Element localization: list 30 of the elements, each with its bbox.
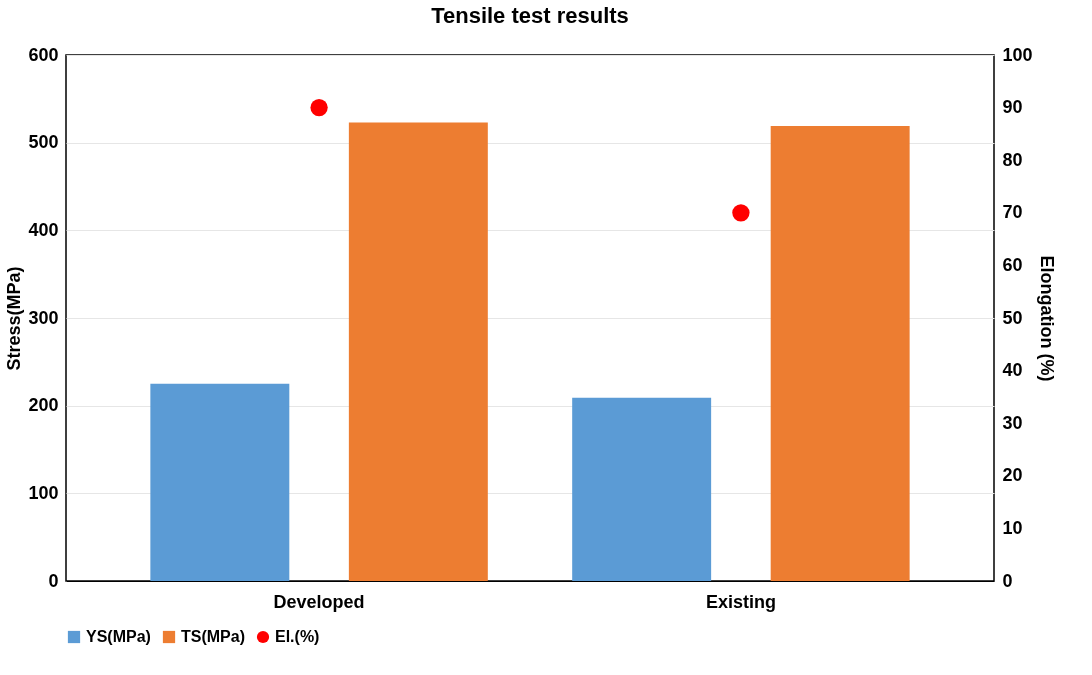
legend-label: El.(%) bbox=[275, 628, 320, 645]
legend-label: YS(MPa) bbox=[86, 628, 151, 645]
y2-tick-label: 90 bbox=[1002, 97, 1023, 118]
bar bbox=[770, 126, 910, 581]
y2-tick-label: 10 bbox=[1002, 517, 1023, 538]
x-tick-label: Existing bbox=[705, 591, 776, 612]
y-tick-label: 300 bbox=[28, 307, 59, 328]
y2-tick-label: 50 bbox=[1002, 307, 1023, 328]
x-tick-label: Developed bbox=[273, 591, 365, 612]
y2-tick-label: 70 bbox=[1002, 202, 1023, 223]
y2-tick-label: 20 bbox=[1002, 465, 1023, 486]
bar bbox=[348, 122, 488, 581]
y2-axis-title: Elongation (%) bbox=[1036, 255, 1057, 382]
bar bbox=[150, 383, 290, 581]
bar bbox=[572, 397, 712, 581]
y-tick-label: 0 bbox=[48, 570, 59, 591]
y-tick-label: 200 bbox=[28, 395, 59, 416]
y2-tick-label: 40 bbox=[1002, 360, 1023, 381]
y2-tick-label: 100 bbox=[1002, 44, 1033, 65]
y2-tick-label: 30 bbox=[1002, 412, 1023, 433]
y-tick-label: 600 bbox=[28, 44, 59, 65]
y2-tick-label: 0 bbox=[1002, 570, 1013, 591]
legend-label: TS(MPa) bbox=[181, 628, 245, 645]
y-tick-label: 100 bbox=[28, 482, 59, 503]
chart-title: Tensile test results bbox=[431, 3, 629, 28]
y-tick-label: 400 bbox=[28, 219, 59, 240]
y-axis-title: Stress(MPa) bbox=[4, 266, 25, 371]
y-tick-label: 500 bbox=[28, 132, 59, 153]
y2-tick-label: 60 bbox=[1002, 254, 1023, 275]
y2-tick-label: 80 bbox=[1002, 149, 1023, 170]
